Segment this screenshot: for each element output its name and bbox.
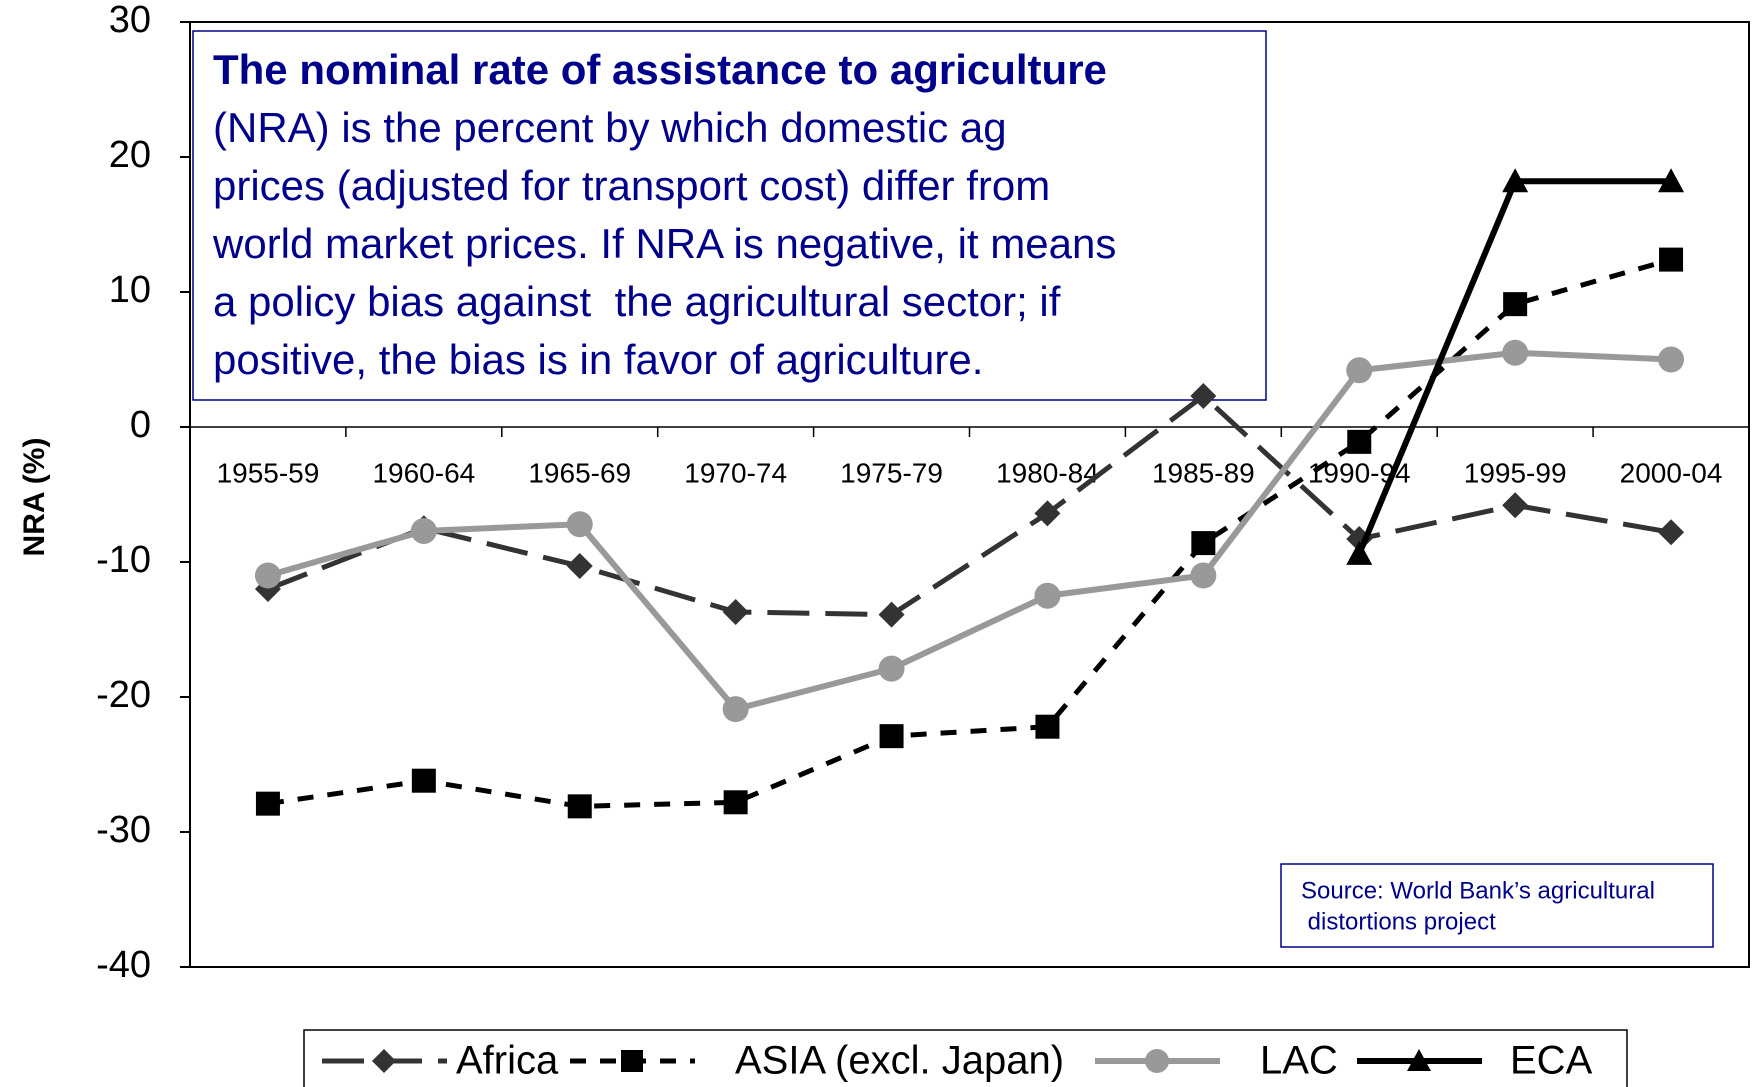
legend-label: LAC <box>1260 1039 1338 1083</box>
legend-label: ECA <box>1510 1039 1593 1083</box>
x-tick-label: 1970-74 <box>684 457 787 488</box>
annotation-line: prices (adjusted for transport cost) dif… <box>213 162 1050 209</box>
marker <box>410 517 437 544</box>
marker <box>1191 531 1216 556</box>
marker <box>1658 346 1685 373</box>
marker <box>1502 339 1529 366</box>
y-tick-label: 20 <box>109 134 151 176</box>
marker <box>722 598 749 625</box>
plot-frame <box>189 21 1750 968</box>
marker <box>566 511 593 538</box>
y-axis-label: NRA (%) <box>18 438 51 557</box>
marker <box>1035 714 1060 739</box>
marker <box>878 655 905 682</box>
source-line: Source: World Bank’s agricultural <box>1301 877 1655 904</box>
y-tick-label: -20 <box>96 674 151 716</box>
marker <box>566 553 593 580</box>
marker <box>723 790 748 815</box>
annotation-title: The nominal rate of assistance to agricu… <box>213 46 1107 93</box>
marker <box>1503 292 1528 317</box>
y-tick-label: -10 <box>96 539 151 581</box>
y-tick-label: -40 <box>96 944 151 986</box>
marker <box>1347 429 1372 454</box>
x-tick-label: 1955-59 <box>217 457 320 488</box>
marker <box>1034 582 1061 609</box>
marker <box>879 724 904 749</box>
x-tick-label: 1995-99 <box>1464 457 1567 488</box>
source-line: distortions project <box>1301 908 1496 935</box>
marker <box>1190 562 1217 589</box>
annotation-line: positive, the bias is in favor of agricu… <box>213 336 983 383</box>
x-tick-label: 1960-64 <box>372 457 475 488</box>
series-line <box>267 349 1672 713</box>
annotation-line: world market prices. If NRA is negative,… <box>212 220 1116 267</box>
y-tick-label: 0 <box>130 404 151 446</box>
marker <box>1658 519 1685 546</box>
marker <box>372 1049 396 1073</box>
marker <box>621 1050 643 1072</box>
marker <box>1502 492 1529 519</box>
annotation-line: (NRA) is the percent by which domestic a… <box>213 104 1007 151</box>
x-tick-label: 1985-89 <box>1152 457 1255 488</box>
marker <box>411 768 436 793</box>
marker <box>1034 500 1061 527</box>
marker <box>878 601 905 628</box>
annotation-box <box>192 30 1267 401</box>
legend-label: ASIA (excl. Japan) <box>735 1039 1064 1083</box>
marker <box>1407 1049 1431 1071</box>
marker <box>254 562 281 589</box>
y-tick-label: 10 <box>109 269 151 311</box>
y-tick-label: 30 <box>109 0 151 41</box>
marker <box>1658 168 1685 193</box>
marker <box>1346 540 1373 565</box>
y-tick-label: -30 <box>96 809 151 851</box>
marker <box>1190 382 1217 409</box>
x-tick-label: 2000-04 <box>1620 457 1723 488</box>
marker <box>1346 357 1373 384</box>
x-tick-label: 1965-69 <box>528 457 631 488</box>
marker <box>1145 1049 1169 1073</box>
source-box <box>1280 863 1714 948</box>
series-line <box>267 393 1672 618</box>
marker <box>1502 168 1529 193</box>
annotation-line: a policy bias against the agricultural s… <box>213 278 1061 325</box>
legend-label: Africa <box>456 1039 559 1083</box>
x-tick-label: 1975-79 <box>840 457 943 488</box>
marker <box>1659 247 1684 272</box>
marker <box>567 794 592 819</box>
marker <box>722 696 749 723</box>
marker <box>255 791 280 816</box>
x-tick-label: 1980-84 <box>996 457 1099 488</box>
